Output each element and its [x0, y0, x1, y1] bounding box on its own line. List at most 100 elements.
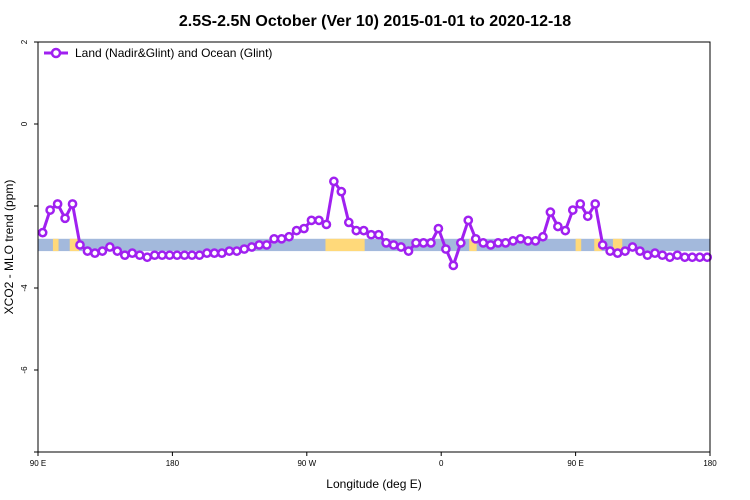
x-tick-label: 90 E — [30, 459, 46, 468]
data-point — [523, 236, 533, 246]
data-point — [575, 199, 586, 209]
data-point — [642, 250, 653, 261]
data-point — [336, 186, 347, 197]
data-point — [261, 240, 272, 250]
data-point — [187, 250, 197, 261]
x-axis-label: Longitude (deg E) — [326, 477, 421, 491]
land-segment — [69, 238, 80, 252]
data-point — [343, 217, 354, 228]
data-point — [441, 244, 451, 254]
x-tick-label: 180 — [166, 459, 180, 468]
data-point — [396, 242, 406, 252]
data-point — [665, 252, 675, 263]
data-point — [142, 252, 153, 263]
data-point — [672, 250, 683, 261]
data-point — [620, 246, 630, 256]
data-point — [403, 246, 414, 256]
plot-frame — [37, 41, 711, 453]
data-point — [657, 250, 668, 261]
data-point — [37, 227, 48, 238]
data-point — [448, 260, 459, 271]
data-point — [650, 248, 660, 258]
data-point — [687, 252, 698, 263]
legend-marker — [50, 47, 62, 59]
data-point — [291, 225, 302, 236]
data-point — [515, 233, 526, 244]
data-point — [560, 225, 571, 236]
data-point — [567, 205, 578, 215]
data-point — [366, 229, 377, 240]
data-point — [351, 225, 362, 236]
x-tick-label: 0 — [439, 459, 444, 468]
data-point — [358, 225, 369, 236]
legend-label: Land (Nadir&Glint) and Ocean (Glint) — [75, 46, 272, 60]
data-point — [612, 248, 623, 258]
data-point — [702, 252, 713, 263]
data-point — [418, 238, 429, 248]
data-point — [239, 244, 250, 254]
data-point — [590, 199, 601, 209]
data-point — [388, 240, 399, 250]
data-point — [500, 238, 511, 248]
data-point — [202, 248, 212, 258]
ocean-band — [38, 238, 710, 252]
data-point — [276, 233, 287, 244]
land-segment — [612, 238, 623, 252]
data-point — [582, 211, 593, 222]
x-tick-label: 90 W — [297, 459, 316, 468]
y-axis: 2 0 -4 -6 — [20, 39, 38, 453]
data-point — [119, 250, 130, 261]
data-point — [605, 246, 615, 256]
data-point — [463, 215, 474, 226]
data-point — [172, 250, 182, 261]
land-segment — [52, 238, 59, 252]
legend: Land (Nadir&Glint) and Ocean (Glint) — [44, 46, 272, 60]
data-point — [329, 176, 339, 187]
data-point — [45, 205, 55, 215]
data-point — [60, 213, 70, 224]
land-segment — [325, 238, 365, 252]
data-point — [426, 238, 436, 248]
data-point — [164, 250, 175, 261]
data-point — [157, 250, 167, 261]
data-point — [538, 231, 548, 242]
data-point — [635, 246, 645, 256]
data-point — [381, 238, 391, 248]
data-point — [694, 252, 705, 263]
data-point — [478, 238, 489, 248]
y-tick-label: 0 — [20, 121, 29, 126]
data-point — [179, 250, 190, 261]
data-point — [127, 248, 138, 258]
data-point — [679, 252, 690, 263]
data-point — [597, 240, 608, 250]
data-point — [209, 248, 220, 258]
data-point — [105, 242, 115, 252]
data-point — [90, 248, 100, 258]
data-point — [530, 236, 541, 246]
data-point — [269, 233, 279, 244]
y-tick-label: -4 — [20, 284, 29, 292]
data-point — [149, 250, 160, 261]
data-point — [67, 199, 78, 209]
data-point — [485, 240, 496, 250]
data-point — [194, 250, 205, 261]
land-segment — [575, 238, 582, 252]
data-point — [411, 238, 421, 248]
data-point — [254, 240, 265, 250]
data-point — [493, 238, 503, 248]
x-tick-label: 90 E — [567, 459, 583, 468]
x-tick-label: 180 — [703, 459, 717, 468]
data-point — [52, 199, 63, 209]
x-axis: 90 E 180 90 W 0 90 E 180 — [30, 452, 717, 468]
chart-title: 2.5S-2.5N October (Ver 10) 2015-01-01 to… — [179, 13, 571, 30]
series-layer — [37, 176, 713, 271]
data-point — [112, 246, 123, 256]
data-point — [627, 242, 638, 252]
data-point — [553, 221, 563, 232]
data-point — [82, 246, 93, 256]
y-tick-label: -6 — [20, 366, 29, 374]
data-point — [217, 248, 227, 258]
data-point — [433, 223, 444, 234]
data-point — [455, 238, 466, 248]
